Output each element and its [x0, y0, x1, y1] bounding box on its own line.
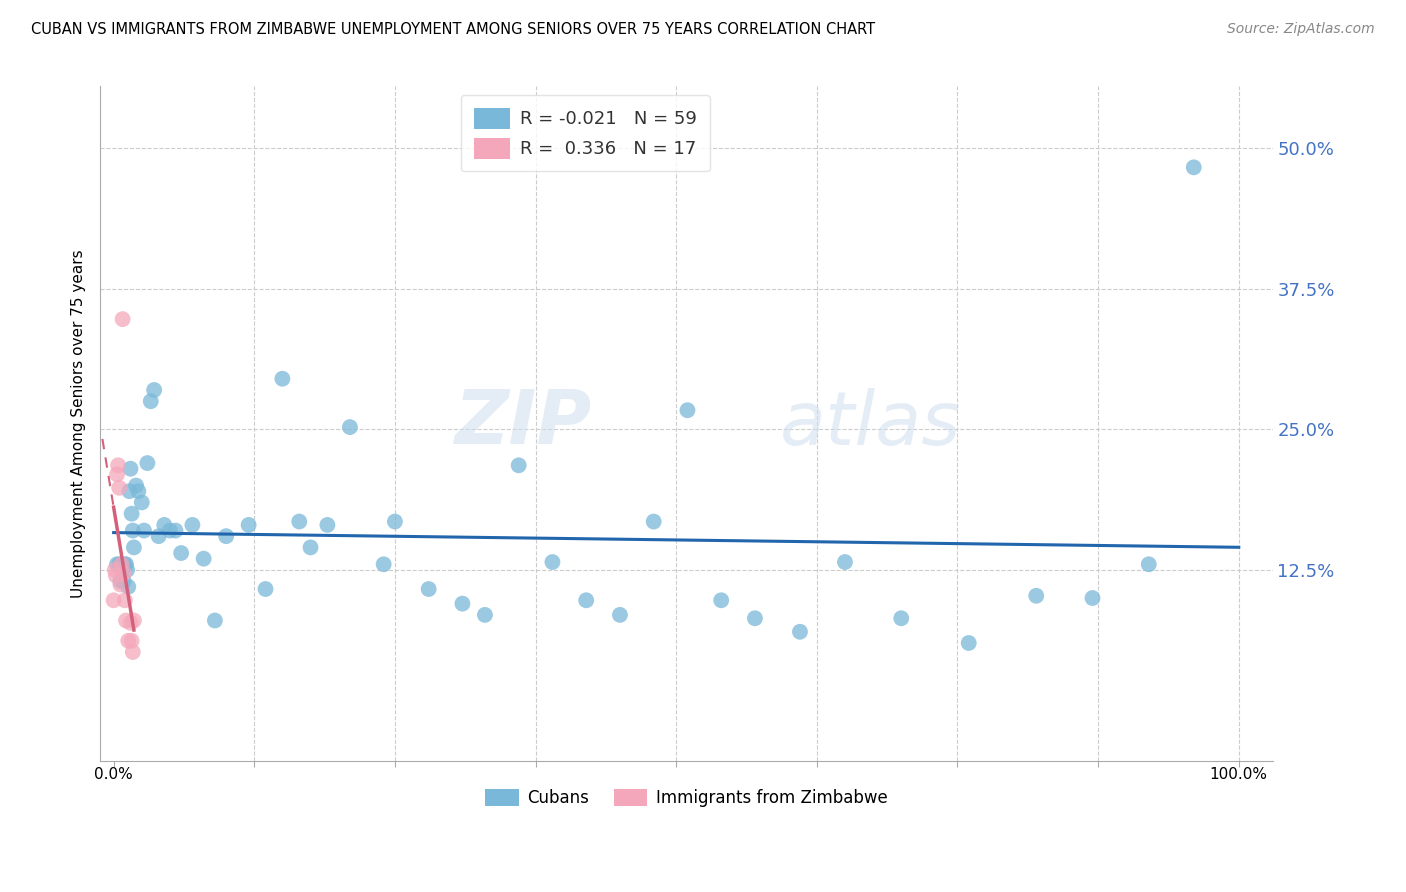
Point — [1137, 558, 1160, 572]
Point — [103, 593, 125, 607]
Point — [271, 372, 294, 386]
Text: ZIP: ZIP — [456, 387, 592, 460]
Point — [148, 529, 170, 543]
Point — [288, 515, 311, 529]
Y-axis label: Unemployment Among Seniors over 75 years: Unemployment Among Seniors over 75 years — [72, 250, 86, 598]
Point — [744, 611, 766, 625]
Point — [339, 420, 361, 434]
Point — [120, 615, 142, 630]
Text: 0.0%: 0.0% — [94, 767, 134, 781]
Point — [114, 593, 136, 607]
Point — [105, 558, 128, 572]
Point — [131, 495, 153, 509]
Point — [474, 607, 496, 622]
Point — [451, 597, 474, 611]
Point — [575, 593, 598, 607]
Point — [316, 517, 339, 532]
Point — [117, 633, 139, 648]
Point — [125, 478, 148, 492]
Text: Source: ZipAtlas.com: Source: ZipAtlas.com — [1227, 22, 1375, 37]
Point — [170, 546, 193, 560]
Point — [127, 484, 149, 499]
Point — [834, 555, 856, 569]
Point — [111, 563, 134, 577]
Point — [115, 614, 138, 628]
Point — [299, 541, 322, 555]
Point — [165, 524, 187, 538]
Point — [159, 524, 181, 538]
Text: 100.0%: 100.0% — [1209, 767, 1268, 781]
Point — [104, 563, 127, 577]
Point — [121, 507, 143, 521]
Point — [117, 580, 139, 594]
Point — [112, 566, 135, 581]
Point — [110, 558, 132, 572]
Point — [110, 574, 132, 589]
Point — [143, 383, 166, 397]
Point — [1025, 589, 1047, 603]
Point — [121, 645, 143, 659]
Point — [373, 558, 395, 572]
Text: CUBAN VS IMMIGRANTS FROM ZIMBABWE UNEMPLOYMENT AMONG SENIORS OVER 75 YEARS CORRE: CUBAN VS IMMIGRANTS FROM ZIMBABWE UNEMPL… — [31, 22, 875, 37]
Point — [254, 582, 277, 596]
Point — [238, 517, 260, 532]
Point — [115, 563, 138, 577]
Point — [115, 558, 138, 572]
Point — [108, 481, 131, 495]
Text: atlas: atlas — [780, 388, 962, 459]
Point — [118, 484, 141, 499]
Point — [120, 461, 142, 475]
Point — [110, 577, 132, 591]
Point — [111, 312, 134, 326]
Point — [710, 593, 733, 607]
Point — [643, 515, 665, 529]
Point — [1182, 161, 1205, 175]
Point — [108, 558, 131, 572]
Point — [136, 456, 159, 470]
Point — [122, 541, 145, 555]
Point — [121, 524, 143, 538]
Point — [204, 614, 226, 628]
Point — [890, 611, 912, 625]
Point — [105, 467, 128, 482]
Point — [789, 624, 811, 639]
Point — [541, 555, 564, 569]
Point — [193, 551, 215, 566]
Point — [114, 558, 136, 572]
Point — [104, 568, 127, 582]
Point — [418, 582, 440, 596]
Point — [215, 529, 238, 543]
Point — [181, 517, 204, 532]
Point — [122, 614, 145, 628]
Point — [676, 403, 699, 417]
Point — [132, 524, 155, 538]
Point — [508, 458, 530, 473]
Legend: Cubans, Immigrants from Zimbabwe: Cubans, Immigrants from Zimbabwe — [478, 782, 894, 814]
Point — [107, 458, 129, 473]
Point — [153, 517, 176, 532]
Point — [384, 515, 406, 529]
Point — [609, 607, 631, 622]
Point — [112, 574, 135, 589]
Point — [957, 636, 980, 650]
Point — [121, 633, 143, 648]
Point — [110, 558, 132, 572]
Point — [139, 394, 162, 409]
Point — [1081, 591, 1104, 605]
